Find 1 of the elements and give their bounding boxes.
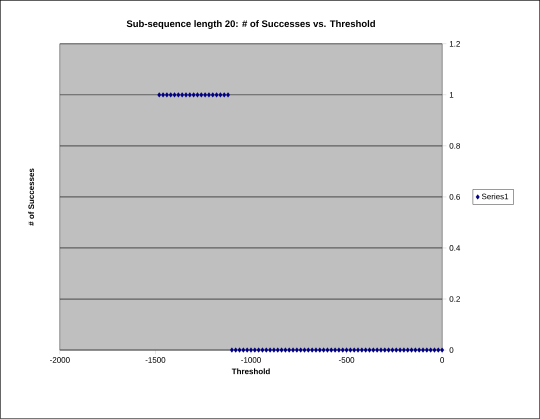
chart-title: Sub-sequence length 20: # of Successes vs. Threshold	[126, 20, 375, 30]
